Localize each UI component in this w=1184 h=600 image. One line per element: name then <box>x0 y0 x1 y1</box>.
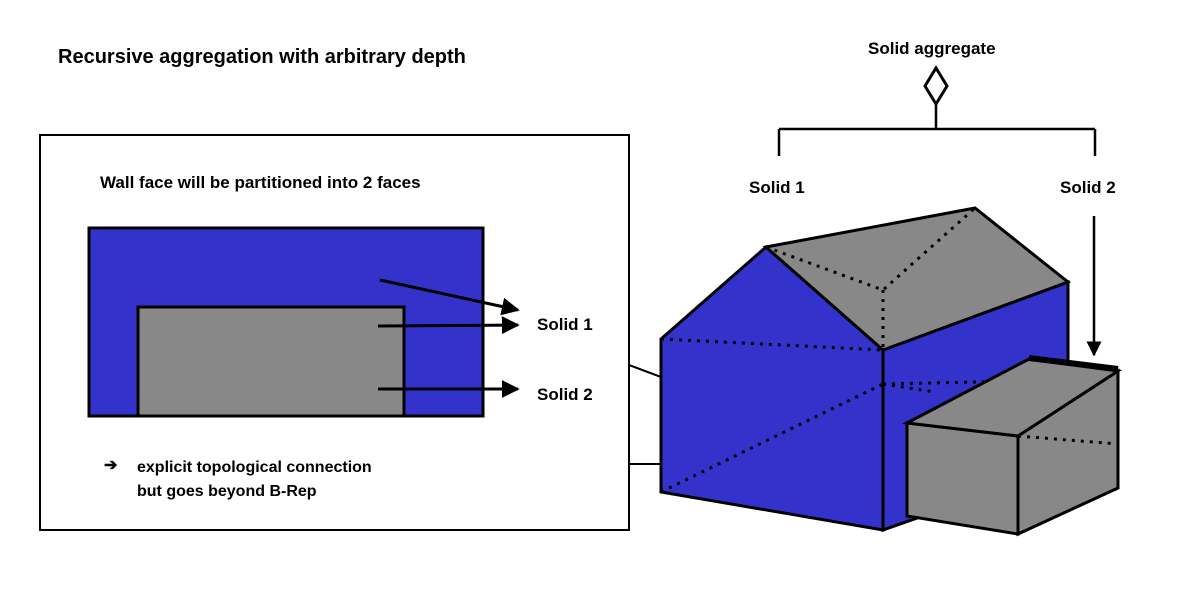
box-front-face <box>905 421 1020 536</box>
solid-aggregate-label: Solid aggregate <box>868 39 996 58</box>
house-roof <box>762 206 1072 352</box>
aggregate-solid2-label: Solid 2 <box>1060 178 1116 197</box>
solid2-face-region <box>136 305 406 418</box>
wall-to-solid1-arrow <box>379 278 520 316</box>
detail-solid1-label: Solid 1 <box>537 315 593 334</box>
note-line-1: explicit topological connection <box>137 459 372 476</box>
note-line-2: but goes beyond B-Rep <box>137 483 317 500</box>
detail-solid2-label: Solid 2 <box>537 385 593 404</box>
aggregation-diamond-icon <box>923 65 949 107</box>
diagram-title: Recursive aggregation with arbitrary dep… <box>58 46 466 68</box>
detail-heading: Wall face will be partitioned into 2 fac… <box>100 173 421 192</box>
aggregate-solid1-label: Solid 1 <box>749 178 805 197</box>
box-top-thick-edge <box>1028 355 1119 372</box>
box-top-face <box>902 357 1123 438</box>
hidden-front-edge <box>660 337 884 352</box>
solid2-box <box>902 355 1123 537</box>
partition-to-solid1-arrow <box>377 316 520 335</box>
note-bullet-icon: ➔ <box>104 457 118 474</box>
box-hidden-edge <box>1017 434 1119 446</box>
